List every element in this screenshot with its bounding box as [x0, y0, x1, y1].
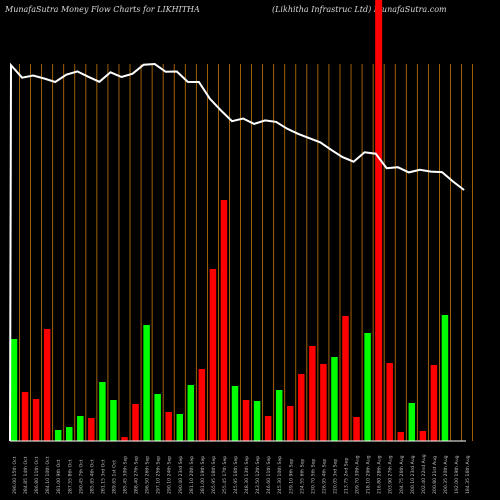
x-tick-label: 287.55 8th Oct: [67, 459, 73, 494]
highlight-bar: [375, 0, 383, 441]
x-tick-label: 265.95 18th Sep: [211, 456, 217, 494]
x-tick-label: 184.35 16th Aug: [465, 455, 471, 494]
x-tick-label: 290.45 7th Oct: [78, 459, 84, 494]
x-tick-label: 285.45 30th Sep: [123, 456, 129, 494]
x-tick-label: 286.80 11th Oct: [34, 456, 40, 494]
flow-bar: [342, 316, 349, 441]
flow-bar: [32, 399, 40, 441]
x-tick-label: 218.10 29th Aug: [366, 455, 372, 494]
x-tick-label: 297.10 25th Sep: [156, 456, 162, 494]
flow-bar: [441, 315, 449, 441]
flow-bar: [88, 418, 95, 441]
x-tick-label: 284.85 14th Oct: [23, 456, 29, 494]
flow-bar: [397, 432, 404, 441]
flow-bar: [264, 416, 272, 441]
x-tick-label: 209.70 30th Aug: [355, 455, 361, 494]
x-tick-label: 248.30 13th Sep: [244, 456, 250, 494]
x-tick-label: 289.65 1st Oct: [111, 460, 117, 494]
flow-bar: [10, 339, 18, 441]
flow-bar: [77, 416, 84, 441]
x-tick-label: 281.00 19th Sep: [200, 456, 206, 494]
flow-bar: [408, 403, 416, 441]
flow-bar: [43, 329, 51, 441]
flow-bar: [220, 200, 228, 441]
x-tick-label: 200.80 21st Aug: [432, 456, 438, 494]
x-tick-label: 243.50 12th Sep: [255, 456, 261, 494]
flow-bar: [298, 374, 305, 441]
x-tick-label: 203.90 27th Aug: [388, 455, 394, 494]
x-tick-label: 290.40 23rd Sep: [178, 456, 184, 494]
x-tick-label: 213.75 2nd Sep: [344, 458, 350, 494]
x-tick-label: 296.00 15th Oct: [12, 456, 18, 494]
x-tick-label: 281.10 20th Sep: [189, 456, 195, 494]
x-tick-label: 226.95 4th Sep: [321, 459, 327, 494]
flow-bar: [176, 414, 183, 441]
x-tick-label: 255.45 17th Sep: [222, 456, 228, 494]
x-tick-label: 290.10 24th Sep: [167, 456, 173, 494]
x-tick-label: 200.35 20th Aug: [443, 455, 449, 494]
flow-bar: [143, 325, 150, 441]
flow-bar: [419, 431, 427, 441]
x-tick-label: 216.80 28th Aug: [377, 455, 383, 494]
x-tick-label: 281.00 9th Oct: [56, 459, 62, 494]
flow-bar: [430, 365, 438, 441]
x-tick-label: 245.30 10th Sep: [277, 456, 283, 494]
x-tick-label: 281.15 3rd Oct: [100, 459, 106, 494]
price-line: [9, 62, 465, 442]
x-tick-label: 296.50 26th Sep: [145, 456, 151, 494]
flow-bar: [386, 363, 393, 441]
flow-bar: [364, 333, 371, 441]
x-tick-label: 239.10 9th Sep: [288, 459, 294, 494]
flow-bar: [110, 400, 117, 441]
flow-bar: [54, 430, 62, 441]
x-tick-label: 245.95 16th Sep: [233, 456, 239, 494]
flow-bar: [99, 382, 106, 441]
divider-lines: [19, 64, 473, 441]
chart-title: MunafaSutra Money Flow Charts for LIKHIT…: [5, 5, 200, 14]
flow-bar: [132, 404, 139, 441]
x-tick-label: 230.70 5th Sep: [310, 459, 316, 494]
x-tick-label: 288.40 27th Sep: [134, 456, 140, 494]
x-tick-label: 234.55 6th Sep: [299, 459, 305, 494]
flow-bar: [198, 369, 206, 441]
flow-bar: [309, 346, 316, 441]
x-tick-label: 204.75 26th Aug: [399, 455, 405, 494]
x-tick-label: 220.05 3rd Sep: [332, 459, 338, 494]
flow-bar: [275, 390, 283, 441]
flow-bar: [253, 401, 261, 441]
flow-bar: [320, 364, 327, 441]
chart-subtitle: (Likhitha Infrastruc Ltd) MunafaSutra.co…: [272, 5, 447, 14]
flow-bar: [187, 385, 195, 441]
flow-bar: [66, 427, 73, 441]
flow-bar: [231, 386, 239, 441]
money-flow-bars: [10, 0, 449, 441]
flow-bar: [154, 394, 161, 441]
flow-bar: [242, 400, 250, 441]
x-tick-label: 202.40 22nd Aug: [421, 454, 427, 494]
x-tick-label: 246.60 11th Sep: [266, 456, 272, 494]
x-tick-label: 285.65 4th Oct: [89, 459, 95, 494]
x-tick-labels: 296.00 15th Oct 284.85 14th Oct 286.80 11t…: [12, 454, 471, 494]
flow-bar: [21, 392, 29, 441]
x-tick-label: 200.10 23rd Aug: [410, 455, 416, 494]
flow-bar: [331, 357, 338, 441]
flow-bar: [165, 412, 172, 441]
x-tick-label: 192.00 19th Aug: [454, 455, 460, 494]
flow-bar: [121, 437, 128, 441]
flow-bar: [287, 406, 294, 441]
flow-bar: [353, 417, 360, 441]
flow-bar: [209, 269, 217, 441]
x-tick-label: 284.10 10th Oct: [45, 456, 51, 494]
